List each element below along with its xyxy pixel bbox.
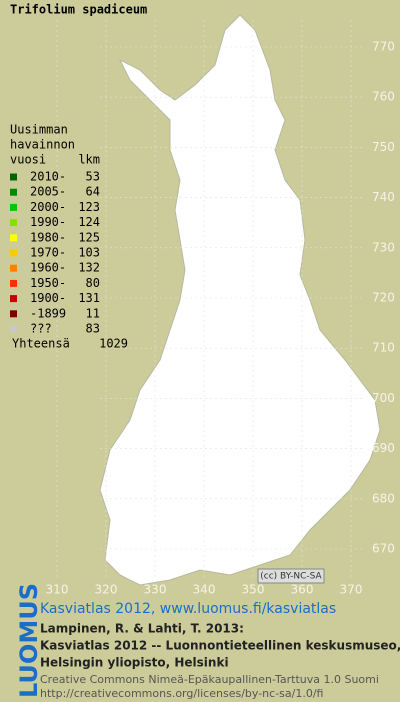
easting-label: 370 (340, 583, 363, 597)
grid: 770 760 750 740 730 720 710 700 690 680 670 310 320 3… (46, 20, 395, 597)
legend-swatch (10, 188, 17, 196)
legend-column: lkm (78, 153, 100, 167)
legend-label: 2000- (30, 200, 66, 214)
northing-label: 680 (372, 491, 395, 505)
title: Trifolium spadiceum (10, 3, 147, 17)
legend: 2010- 53 2005- 64 2000- 123 1990- 124 1980- 125 19… (10, 170, 128, 351)
legend-column: vuosi (10, 153, 46, 167)
legend-count: 53 (86, 170, 100, 184)
legend-swatch (10, 173, 17, 181)
northing-label: 730 (372, 240, 395, 254)
license-url[interactable]: http://creativecommons.org/licenses/by-n… (40, 687, 323, 700)
legend-label: 1960- (30, 261, 66, 275)
legend-heading: Uusimman (10, 123, 68, 137)
license-text: Creative Commons Nimeä-Epäkaupallinen-Ta… (40, 673, 379, 686)
legend-swatch (10, 234, 17, 242)
northing-label: 720 (372, 291, 395, 305)
legend-total: 1029 (99, 337, 128, 351)
footer (0, 598, 400, 702)
easting-label: 310 (46, 583, 69, 597)
legend-label: 1980- (30, 230, 66, 244)
map-outline (99, 14, 381, 586)
northing-label: 770 (372, 40, 395, 54)
legend-swatch (10, 279, 17, 287)
credit-line: Kasviatlas 2012 -- Luonnontieteellinen k… (40, 639, 400, 653)
legend-label: -1899 (30, 306, 66, 320)
legend-label: 1970- (30, 246, 66, 260)
legend-count: 103 (78, 246, 100, 260)
legend-label: 1900- (30, 291, 66, 305)
easting-label: 360 (291, 583, 314, 597)
legend-swatch (10, 264, 17, 272)
legend-count: 124 (78, 215, 100, 229)
legend-count: 132 (78, 261, 100, 275)
easting-label: 350 (242, 583, 265, 597)
legend-heading: havainnon (10, 138, 75, 152)
northing-label: 740 (372, 190, 395, 204)
legend-count: 131 (78, 291, 100, 305)
legend-count: 64 (86, 185, 100, 199)
legend-label: 2005- (30, 185, 66, 199)
legend-label: ??? (30, 322, 52, 336)
easting-label: 330 (144, 583, 167, 597)
easting-label: 340 (193, 583, 216, 597)
northing-label: 690 (372, 441, 395, 455)
legend-swatch (10, 219, 17, 227)
license-badge: (cc) BY-NC-SA (260, 572, 322, 582)
northing-label: 700 (372, 391, 395, 405)
northing-label: 670 (372, 542, 395, 556)
legend-swatch (10, 295, 17, 303)
legend-count: 125 (78, 230, 100, 244)
legend-count: 123 (78, 200, 100, 214)
easting-label: 320 (95, 583, 118, 597)
legend-swatch (10, 325, 17, 333)
legend-count: 80 (86, 276, 100, 290)
credit-line: Lampinen, R. & Lahti, T. 2013: (40, 622, 244, 636)
northing-label: 750 (372, 140, 395, 154)
legend-label: 1950- (30, 276, 66, 290)
brand: LUOMUS (15, 583, 43, 698)
legend-count: 83 (86, 322, 100, 336)
legend-total-label: Yhteensä (12, 337, 70, 351)
legend-label: 1990- (30, 215, 66, 229)
northing-label: 760 (372, 90, 395, 104)
credit-link[interactable]: Kasviatlas 2012, www.luomus.fi/kasviatla… (40, 601, 336, 617)
legend-swatch (10, 203, 17, 211)
credit-line: Helsingin yliopisto, Helsinki (40, 656, 229, 670)
legend-swatch (10, 310, 17, 318)
northing-label: 710 (372, 341, 395, 355)
legend-label: 2010- (30, 170, 66, 184)
legend-swatch (10, 249, 17, 257)
license-badge-box (257, 568, 325, 584)
legend-count: 11 (86, 306, 100, 320)
